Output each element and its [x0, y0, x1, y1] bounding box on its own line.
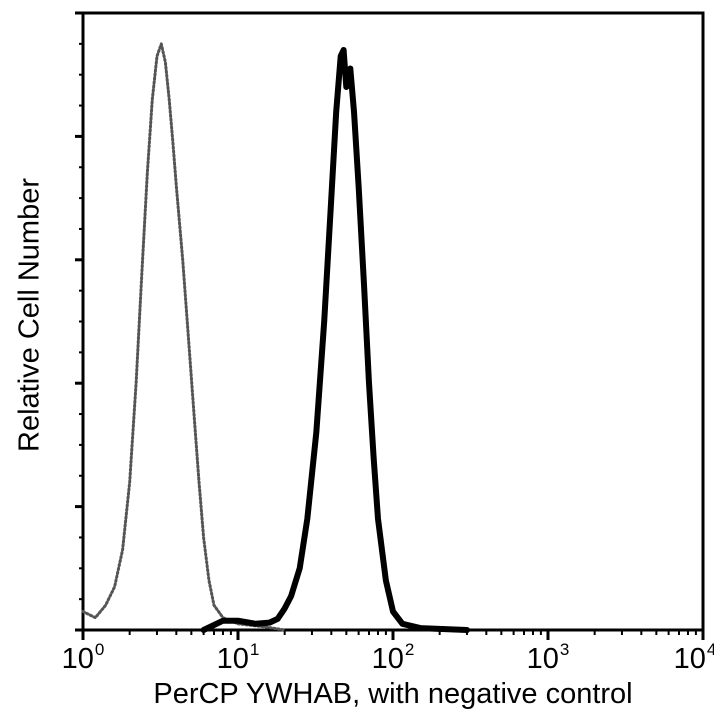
- y-axis-ticks: [75, 11, 83, 632]
- y-axis-label: Relative Cell Number: [0, 0, 60, 630]
- x-tick-label: 100: [61, 640, 105, 675]
- x-axis-label: PerCP YWHAB, with negative control: [153, 678, 633, 710]
- sample-curve: [200, 47, 470, 633]
- y-axis-label-text: Relative Cell Number: [13, 178, 46, 452]
- x-tick-label: 103: [526, 640, 570, 675]
- x-tick-label: 104: [673, 640, 714, 675]
- x-axis-ticks: [81, 630, 705, 640]
- plot-frame: [81, 11, 705, 632]
- histogram-series: [81, 42, 470, 633]
- negative-control-curve: [81, 42, 287, 632]
- x-tick-label: 102: [371, 640, 415, 675]
- x-tick-label: 101: [216, 640, 260, 675]
